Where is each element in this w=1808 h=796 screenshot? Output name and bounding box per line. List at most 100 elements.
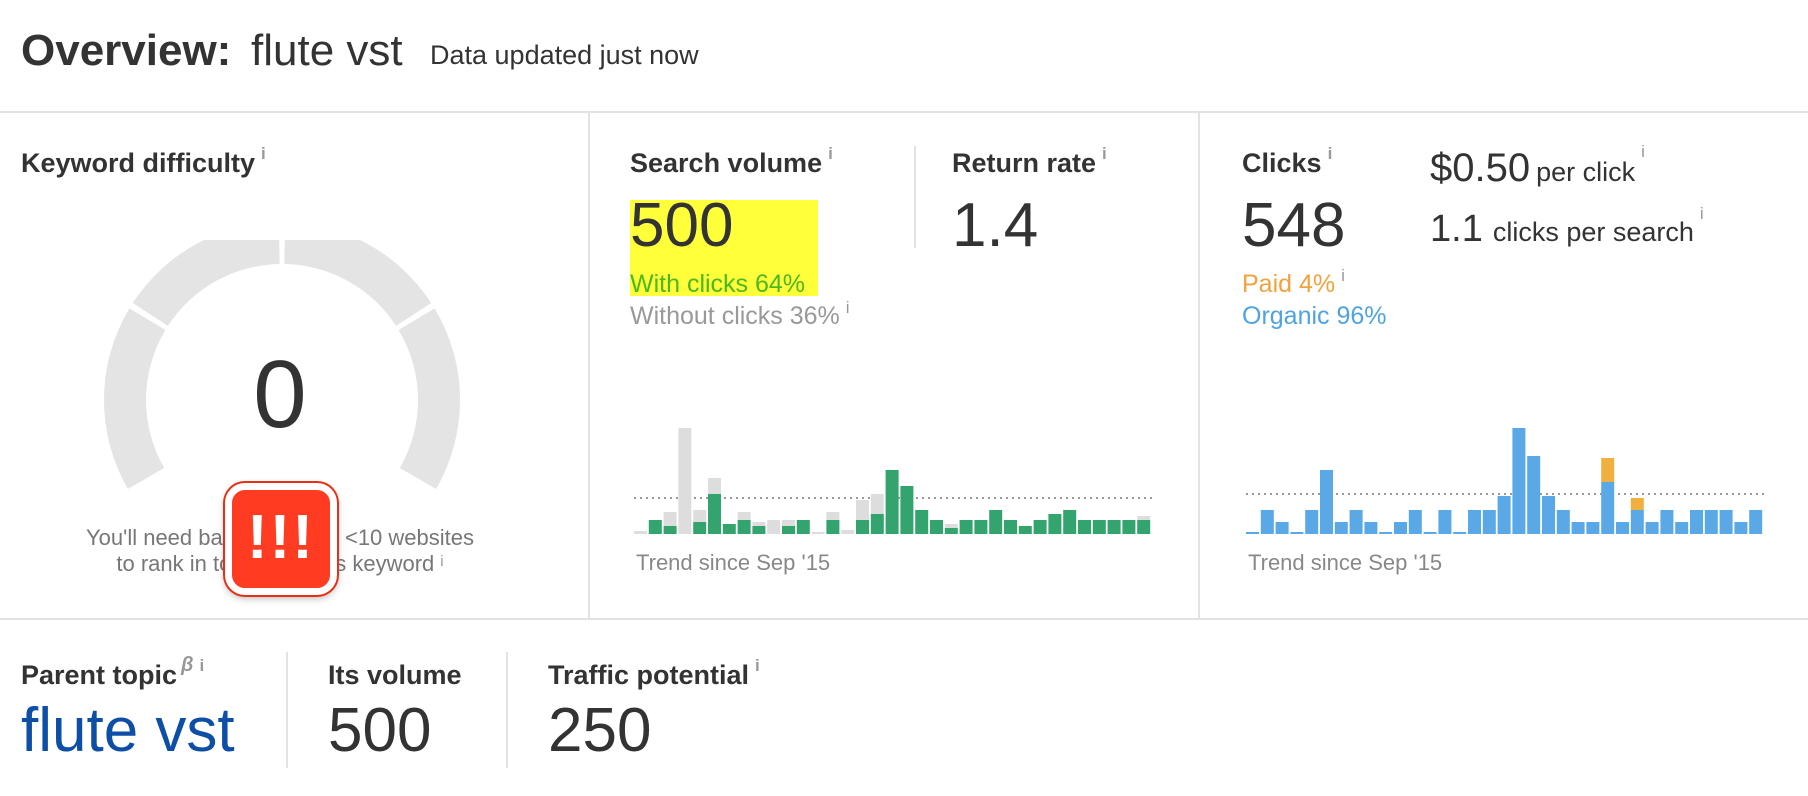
info-icon[interactable]: i — [1699, 204, 1704, 223]
panel-divider — [588, 113, 590, 618]
gauge-segment — [398, 308, 460, 489]
trend-bar-organic — [1438, 510, 1452, 534]
trend-bar-organic — [1556, 510, 1570, 534]
keyword-difficulty-label-text: Keyword difficulty — [21, 148, 256, 178]
search-volume-label-text: Search volume — [630, 148, 823, 178]
trend-caption: Trend since Sep '15 — [1248, 550, 1443, 575]
its-volume-value: 500 — [328, 696, 432, 765]
info-icon[interactable]: i — [1327, 144, 1333, 163]
trend-bar-with — [782, 526, 795, 534]
trend-bar-with — [930, 520, 943, 534]
trend-bar-with — [648, 520, 662, 534]
trend-bar-with — [1137, 520, 1151, 534]
trend-bar-organic — [1734, 522, 1748, 534]
clicks-value: 548 — [1242, 191, 1346, 260]
trend-bar-organic — [1571, 522, 1585, 534]
trend-bar-organic — [1630, 510, 1644, 534]
trend-bar-organic — [1320, 470, 1333, 534]
info-icon[interactable]: i — [755, 656, 760, 675]
trend-bar-with — [826, 520, 840, 534]
trend-bar-with — [1078, 520, 1091, 534]
info-icon[interactable]: i — [828, 144, 833, 163]
return-rate-value: 1.4 — [952, 191, 1039, 260]
clicks-trend-chart — [1246, 428, 1764, 534]
overview-header: Overview: flute vst Data updated just no… — [0, 0, 1808, 113]
clicks-per-search: 1.1 clicks per search i — [1430, 204, 1704, 251]
trend-bar-with — [915, 510, 929, 534]
gauge-segment — [284, 240, 432, 326]
trend-bar-organic — [1601, 482, 1615, 534]
trend-bar-organic — [1275, 522, 1289, 534]
page-title: Overview: — [21, 26, 232, 75]
parent-topic-label: Parent topic β i — [21, 654, 204, 691]
trend-bar-organic — [1586, 522, 1600, 534]
trend-bar-with — [989, 510, 1003, 534]
trend-bar-with — [885, 470, 899, 534]
gauge-segment — [104, 308, 166, 489]
trend-bar-with — [974, 520, 988, 534]
trend-bar-paid — [1601, 458, 1615, 482]
traffic-potential-label: Traffic potential i — [548, 656, 760, 691]
trend-bar-without — [782, 520, 795, 526]
trend-bar-organic — [1246, 532, 1259, 534]
its-volume-label: Its volume — [328, 660, 462, 690]
trend-bar-with — [944, 528, 958, 534]
trend-bar-organic — [1468, 510, 1481, 534]
trend-bar-organic — [1423, 532, 1437, 534]
info-icon[interactable]: i — [199, 656, 205, 675]
trend-bar-organic — [1749, 510, 1763, 534]
return-rate-label: Return rate i — [952, 144, 1107, 179]
trend-bar-with — [1018, 526, 1032, 534]
beta-badge: β — [181, 654, 194, 676]
trend-bar-without — [1137, 516, 1151, 520]
traffic-potential-label-text: Traffic potential — [548, 660, 750, 690]
trend-bar-with — [737, 520, 751, 534]
info-icon[interactable]: i — [1641, 142, 1645, 161]
trend-bar-without — [841, 530, 855, 534]
traffic-potential-value: 250 — [548, 696, 652, 765]
trend-bars — [1246, 428, 1763, 534]
trend-bar-organic — [1379, 532, 1393, 534]
trend-bar-organic — [1719, 510, 1733, 534]
info-icon[interactable]: i — [261, 144, 266, 163]
trend-bar-without — [870, 494, 884, 514]
trend-bar-without — [634, 531, 647, 534]
trend-bar-with — [1033, 520, 1047, 534]
cps-unit: clicks per search — [1492, 217, 1694, 247]
paid-share-text: Paid 4% — [1242, 270, 1336, 298]
cpc-unit: per click — [1536, 157, 1636, 187]
info-icon[interactable]: i — [1102, 144, 1107, 163]
metric-divider — [506, 652, 508, 768]
trend-bar-with — [1048, 514, 1062, 534]
difficulty-score: 0 — [253, 341, 307, 448]
info-icon[interactable]: i — [1341, 266, 1345, 285]
info-icon[interactable]: i — [440, 553, 444, 570]
trend-bar-organic — [1394, 522, 1407, 534]
trend-bar-with — [708, 494, 721, 534]
trend-bar-organic — [1690, 510, 1703, 534]
trend-bar-with — [722, 524, 736, 534]
trend-bar-without — [856, 500, 869, 520]
trend-bar-with — [1107, 520, 1121, 534]
trend-bar-with — [1004, 520, 1017, 534]
alert-badge: !!! — [225, 483, 337, 595]
trend-bar-without — [693, 510, 707, 522]
trend-caption: Trend since Sep '15 — [636, 550, 831, 575]
trend-bar-with — [1092, 520, 1106, 534]
trend-bar-organic — [1675, 522, 1689, 534]
trend-bar-paid — [1630, 498, 1644, 510]
trend-bar-without — [737, 512, 751, 520]
trend-bar-without — [811, 532, 825, 534]
trend-bar-without — [944, 524, 958, 528]
search-volume-label: Search volume i — [630, 144, 833, 179]
trend-bar-with — [870, 514, 884, 534]
trend-bar-organic — [1260, 510, 1274, 534]
info-icon[interactable]: i — [845, 298, 850, 317]
clicks-label: Clicks i — [1242, 144, 1332, 179]
without-clicks-text: Without clicks 36% — [630, 302, 840, 330]
trend-bars — [634, 428, 1151, 534]
search-volume-trend-chart — [634, 428, 1152, 534]
trend-bar-organic — [1305, 510, 1319, 534]
parent-topic-link[interactable]: flute vst — [21, 696, 235, 765]
keyword-difficulty-label: Keyword difficulty i — [21, 144, 266, 179]
